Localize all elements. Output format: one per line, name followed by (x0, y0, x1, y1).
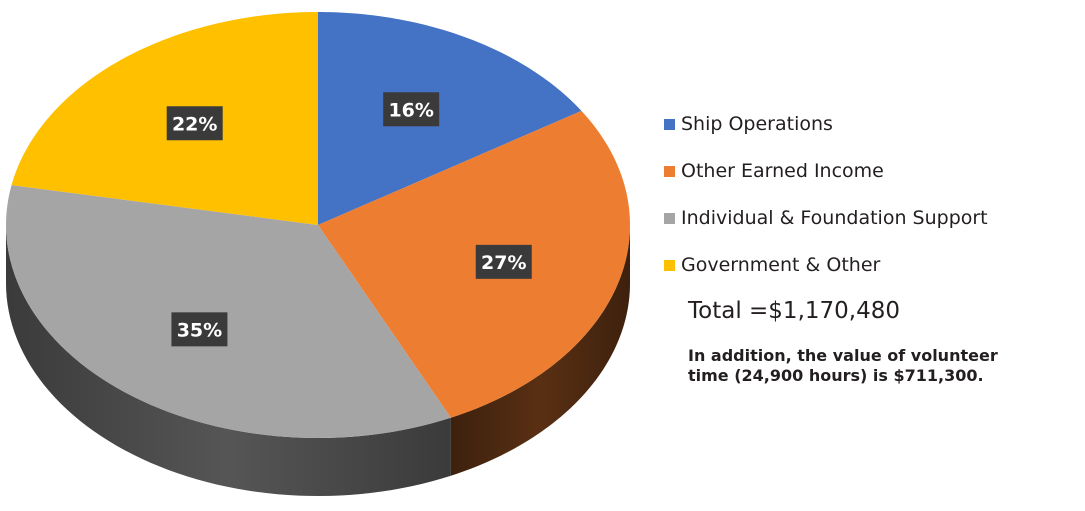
pie-chart: 16% 27% 35% 22% (6, 12, 630, 496)
legend-item-other-earned-income: Other Earned Income (664, 159, 1084, 183)
data-label-box (475, 244, 532, 279)
data-label-value: 16% (388, 99, 433, 121)
legend-label: Ship Operations (681, 113, 833, 135)
pie-chart-svg: 16% 27% 35% 22% (6, 12, 630, 496)
pie-slice-side-shade-3 (6, 225, 451, 496)
data-label-2: 27% (475, 244, 532, 279)
data-label-box (383, 92, 440, 127)
data-label-value: 35% (177, 319, 222, 341)
legend-label: Government & Other (681, 254, 881, 276)
volunteer-note: In addition, the value of volunteer time… (688, 346, 998, 385)
pie-slice-4 (11, 12, 319, 225)
pie-slice-2 (318, 110, 630, 418)
data-label-3: 35% (171, 312, 228, 347)
data-label-box (171, 312, 228, 347)
legend-swatch (664, 259, 675, 271)
data-label-box (166, 106, 223, 141)
legend-swatch (664, 212, 675, 224)
pie-slices (6, 12, 630, 438)
legend-swatch (664, 165, 675, 177)
pie-slice-side-shade-2 (450, 225, 630, 476)
legend-item-individual-foundation-support: Individual & Foundation Support (664, 206, 1084, 230)
legend-item-government-other: Government & Other (664, 253, 1084, 277)
pie-depth-layer (6, 225, 630, 496)
pie-data-labels: 16% 27% 35% 22% (166, 92, 532, 347)
data-label-value: 22% (172, 113, 217, 135)
legend-swatch (664, 118, 675, 130)
legend-item-ship-operations: Ship Operations (664, 112, 1084, 136)
pie-slice-3 (6, 185, 451, 438)
pie-slice-1 (318, 12, 582, 225)
legend-label: Individual & Foundation Support (681, 207, 988, 229)
data-label-4: 22% (166, 106, 223, 141)
legend-label: Other Earned Income (681, 160, 884, 182)
total-amount: Total =$1,170,480 (688, 298, 900, 324)
data-label-value: 27% (481, 252, 526, 274)
legend: Ship Operations Other Earned Income Indi… (664, 112, 1084, 300)
data-label-1: 16% (383, 92, 440, 127)
